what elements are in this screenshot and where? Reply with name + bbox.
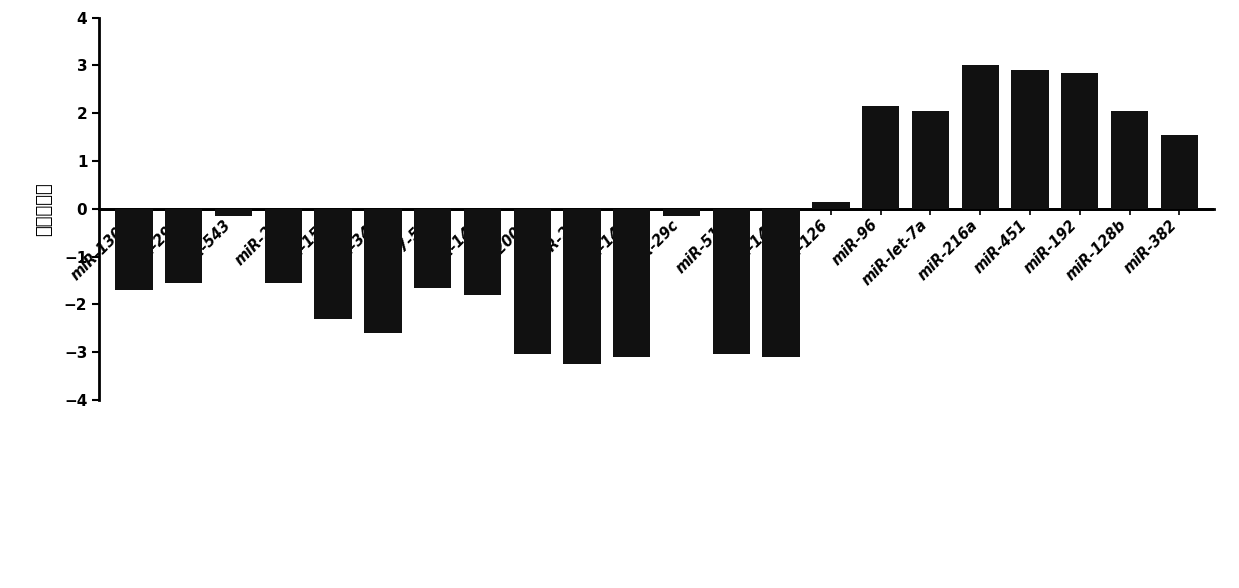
Bar (564, 209, 601, 364)
Bar (265, 209, 302, 283)
Bar (463, 209, 501, 295)
Bar (1161, 135, 1198, 209)
Y-axis label: 倍数变化値: 倍数变化値 (35, 182, 53, 236)
Bar (663, 209, 700, 216)
Bar (613, 209, 650, 357)
Bar (862, 106, 900, 209)
Bar (712, 209, 750, 355)
Bar (315, 209, 352, 319)
Bar (165, 209, 202, 283)
Bar (1111, 111, 1149, 209)
Bar (762, 209, 800, 357)
Bar (813, 202, 850, 209)
Bar (414, 209, 451, 288)
Bar (1061, 72, 1099, 209)
Bar (364, 209, 401, 333)
Bar (115, 209, 152, 290)
Bar (214, 209, 253, 216)
Bar (513, 209, 551, 355)
Bar (1011, 70, 1048, 209)
Bar (961, 65, 999, 209)
Bar (912, 111, 949, 209)
